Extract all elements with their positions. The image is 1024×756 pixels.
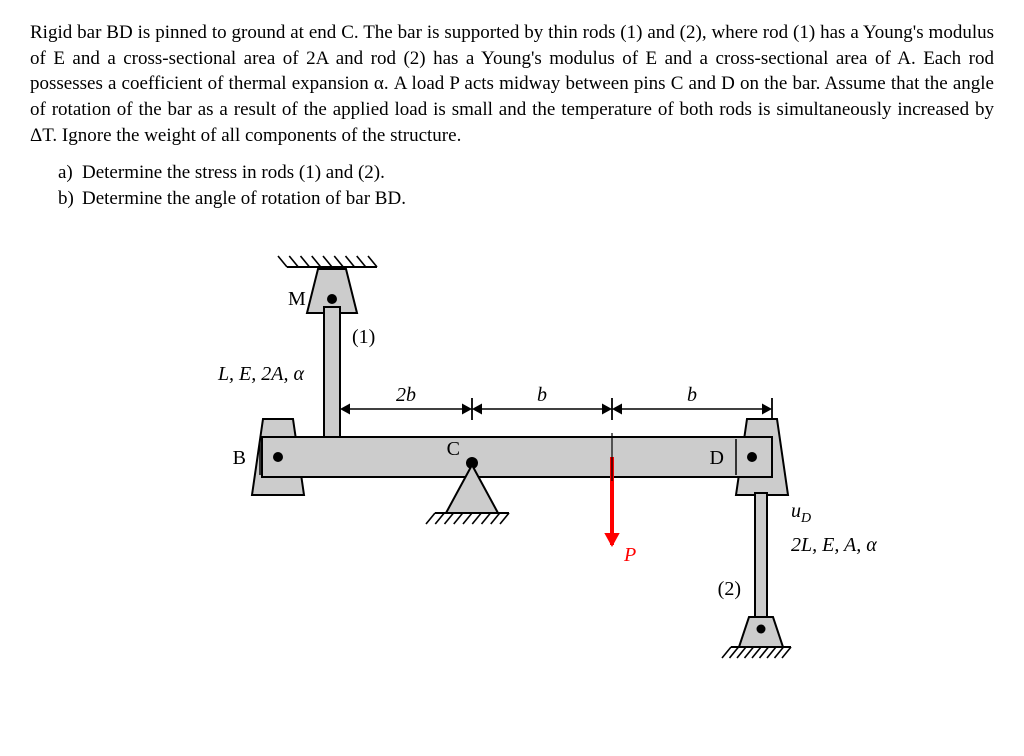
svg-text:uD: uD — [791, 500, 811, 526]
problem-statement: Rigid bar BD is pinned to ground at end … — [30, 20, 994, 148]
question-b: b) Determine the angle of rotation of ba… — [58, 186, 994, 212]
diagram: M (1) L, E, 2A, α C B D 2b b b P (2) 2L, E, A, α uD — [30, 247, 994, 687]
svg-text:(2): (2) — [718, 578, 741, 600]
svg-text:(1): (1) — [352, 326, 375, 348]
questions-list: a) Determine the stress in rods (1) and … — [30, 160, 994, 211]
svg-text:2b: 2b — [396, 384, 416, 406]
svg-text:B: B — [233, 447, 246, 469]
question-a-label: a) — [58, 160, 82, 186]
question-a: a) Determine the stress in rods (1) and … — [58, 160, 994, 186]
question-b-text: Determine the angle of rotation of bar B… — [82, 186, 406, 212]
svg-text:P: P — [623, 544, 636, 566]
svg-text:M: M — [288, 288, 306, 310]
question-a-text: Determine the stress in rods (1) and (2)… — [82, 160, 385, 186]
svg-text:D: D — [710, 447, 724, 469]
question-b-label: b) — [58, 186, 82, 212]
svg-text:L, E, 2A, α: L, E, 2A, α — [217, 363, 305, 385]
svg-text:C: C — [447, 438, 460, 460]
svg-text:2L, E, A, α: 2L, E, A, α — [791, 534, 877, 556]
svg-text:b: b — [687, 384, 697, 406]
svg-text:b: b — [537, 384, 547, 406]
